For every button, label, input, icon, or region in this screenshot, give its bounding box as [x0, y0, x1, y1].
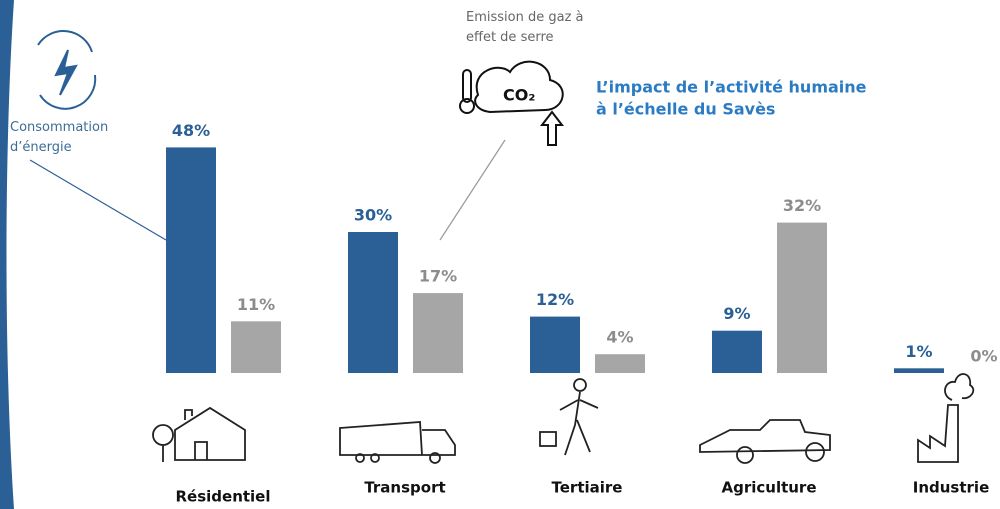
chart: CO₂ L’impact de l’activité humaine à l’é…: [0, 0, 1000, 509]
bar: [777, 223, 827, 373]
bar: [712, 331, 762, 373]
data-label: 48%: [172, 121, 210, 140]
category-icons: [153, 374, 973, 463]
callout-line: [30, 160, 166, 240]
bar: [595, 354, 645, 373]
data-label: 4%: [606, 328, 633, 347]
data-label: 12%: [536, 290, 574, 309]
chart-title: L’impact de l’activité humaine: [596, 78, 867, 97]
data-label: 9%: [723, 304, 750, 323]
bar: [413, 293, 463, 373]
legend-entry: Consommation d’énergie: [10, 118, 140, 158]
chart-title: à l’échelle du Savès: [596, 100, 775, 119]
bar: [166, 147, 216, 373]
callout-line: [440, 140, 505, 240]
bar: [231, 321, 281, 373]
edge-decoration: [0, 0, 14, 509]
bar: [348, 232, 398, 373]
energy-icon: [38, 31, 95, 109]
x-tick-label: Industrie: [913, 479, 990, 497]
data-label: 11%: [237, 295, 275, 314]
x-tick-label: Résidentiel: [175, 488, 270, 506]
data-label: 0%: [970, 347, 997, 366]
bar: [530, 317, 580, 373]
data-label: 32%: [783, 196, 821, 215]
x-tick-label: Tertiaire: [552, 479, 623, 497]
co2-icon: CO₂: [460, 62, 563, 145]
page: CO₂ L’impact de l’activité humaine à l’é…: [0, 0, 1000, 509]
co2-label: CO₂: [503, 86, 535, 105]
x-tick-label: Transport: [364, 479, 445, 497]
bar: [894, 368, 944, 373]
data-label: 1%: [905, 342, 932, 361]
x-tick-label: Agriculture: [721, 479, 816, 497]
data-label: 30%: [354, 206, 392, 225]
legend-entry: Emission de gaz à effet de serre: [466, 8, 586, 48]
data-label: 17%: [419, 267, 457, 286]
